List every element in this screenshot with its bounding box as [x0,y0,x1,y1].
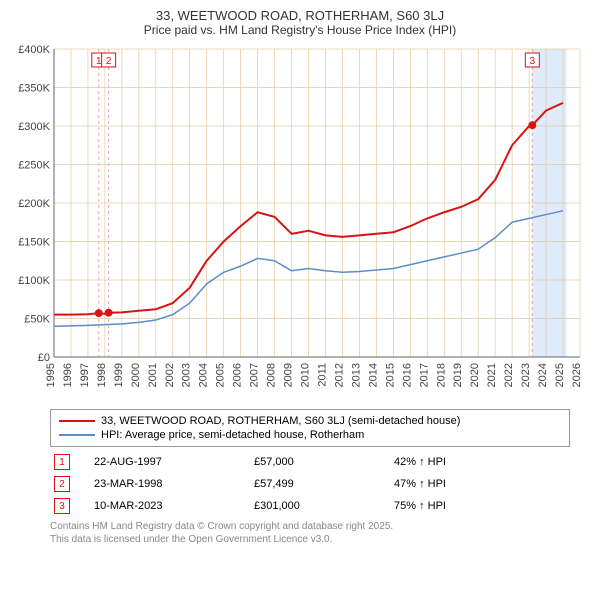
svg-text:2020: 2020 [469,363,481,387]
legend-row-series-1: 33, WEETWOOD ROAD, ROTHERHAM, S60 3LJ (s… [59,414,561,428]
svg-text:1998: 1998 [96,363,108,387]
svg-text:2009: 2009 [283,363,295,387]
footnote-2: This data is licensed under the Open Gov… [50,534,590,545]
sale-marker-row: 1 22-AUG-1997 £57,000 42% ↑ HPI [50,451,570,473]
svg-text:2022: 2022 [503,363,515,387]
svg-text:2011: 2011 [316,363,328,387]
legend-swatch-1 [59,420,95,422]
svg-text:2024: 2024 [537,363,549,387]
marker-number-box: 2 [54,476,70,492]
svg-text:2006: 2006 [232,363,244,387]
sale-marker-row: 2 23-MAR-1998 £57,499 47% ↑ HPI [50,473,570,495]
legend-label-2: HPI: Average price, semi-detached house,… [101,429,364,441]
svg-text:£0: £0 [38,352,50,364]
svg-text:2003: 2003 [181,363,193,387]
svg-text:2: 2 [106,56,112,67]
svg-text:2016: 2016 [401,363,413,387]
marker-date: 22-AUG-1997 [90,451,250,473]
marker-date: 10-MAR-2023 [90,495,250,517]
svg-text:2005: 2005 [215,363,227,387]
svg-text:1996: 1996 [62,363,74,387]
svg-text:2012: 2012 [333,363,345,387]
svg-text:2008: 2008 [266,363,278,387]
svg-text:£150K: £150K [18,237,50,249]
svg-text:1999: 1999 [113,363,125,387]
marker-hpi: 42% ↑ HPI [390,451,570,473]
svg-text:£400K: £400K [18,44,50,56]
svg-text:2013: 2013 [350,363,362,387]
svg-text:3: 3 [530,56,536,67]
svg-text:2001: 2001 [147,363,159,387]
svg-text:2021: 2021 [486,363,498,387]
svg-text:2015: 2015 [384,363,396,387]
svg-text:2002: 2002 [164,363,176,387]
svg-text:£300K: £300K [18,121,50,133]
svg-text:2010: 2010 [300,363,312,387]
footnote-1: Contains HM Land Registry data © Crown c… [50,521,590,532]
legend-row-series-2: HPI: Average price, semi-detached house,… [59,428,561,442]
svg-text:£100K: £100K [18,275,50,287]
chart-plot-area: £0 £50K £100K £150K £200K £250K £300K £350K £400… [10,43,590,403]
marker-price: £57,499 [250,473,390,495]
legend-swatch-2 [59,434,95,436]
svg-text:2014: 2014 [367,363,379,387]
marker-hpi: 75% ↑ HPI [390,495,570,517]
legend: 33, WEETWOOD ROAD, ROTHERHAM, S60 3LJ (s… [50,409,570,447]
marker-number-box: 1 [54,454,70,470]
svg-text:1995: 1995 [45,363,57,387]
svg-text:1: 1 [96,56,102,67]
svg-text:1997: 1997 [79,363,91,387]
svg-text:2019: 2019 [452,363,464,387]
svg-text:2000: 2000 [130,363,142,387]
svg-text:£350K: £350K [18,83,50,95]
svg-text:2025: 2025 [554,363,566,387]
marker-price: £57,000 [250,451,390,473]
sale-markers-table: 1 22-AUG-1997 £57,000 42% ↑ HPI2 23-MAR-… [50,451,570,517]
sale-marker-row: 3 10-MAR-2023 £301,000 75% ↑ HPI [50,495,570,517]
marker-hpi: 47% ↑ HPI [390,473,570,495]
svg-text:2026: 2026 [571,363,583,387]
svg-text:2023: 2023 [520,363,532,387]
marker-date: 23-MAR-1998 [90,473,250,495]
legend-label-1: 33, WEETWOOD ROAD, ROTHERHAM, S60 3LJ (s… [101,415,460,427]
chart-title: 33, WEETWOOD ROAD, ROTHERHAM, S60 3LJ [10,8,590,23]
svg-text:2017: 2017 [418,363,430,387]
svg-text:£50K: £50K [24,314,50,326]
svg-text:2004: 2004 [198,363,210,387]
svg-text:£200K: £200K [18,198,50,210]
svg-text:2007: 2007 [249,363,261,387]
svg-text:2018: 2018 [435,363,447,387]
marker-number-box: 3 [54,498,70,514]
marker-price: £301,000 [250,495,390,517]
chart-subtitle: Price paid vs. HM Land Registry's House … [10,23,590,37]
svg-text:£250K: £250K [18,160,50,172]
